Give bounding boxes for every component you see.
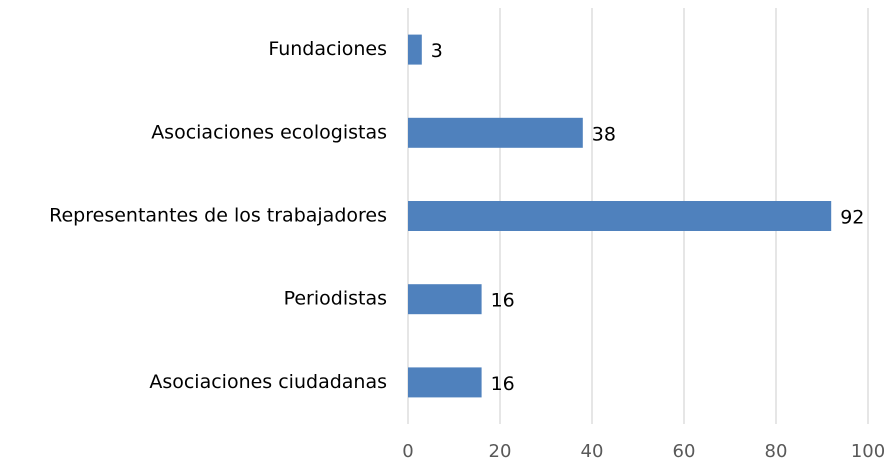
x-tick-label: 0 — [402, 441, 413, 462]
data-label: 16 — [491, 373, 515, 395]
x-tick-label: 100 — [851, 441, 885, 462]
bar — [408, 201, 832, 231]
data-label: 3 — [431, 40, 443, 62]
data-label: 16 — [491, 290, 515, 312]
x-tick-label: 80 — [765, 441, 788, 462]
x-tick-label: 20 — [489, 441, 512, 462]
bar — [408, 367, 482, 398]
y-tick-label: Asociaciones ciudadanas — [149, 371, 387, 393]
data-label: 92 — [840, 207, 864, 229]
y-tick-label: Representantes de los trabajadores — [49, 205, 387, 227]
y-tick-label: Periodistas — [284, 288, 387, 310]
x-tick-label: 40 — [581, 441, 604, 462]
y-tick-label: Fundaciones — [268, 38, 387, 60]
bar — [408, 117, 583, 148]
bar — [408, 34, 422, 65]
y-tick-label: Asociaciones ecologistas — [151, 121, 387, 143]
x-tick-label: 60 — [673, 441, 696, 462]
data-label: 38 — [592, 123, 616, 145]
bar — [408, 284, 482, 315]
